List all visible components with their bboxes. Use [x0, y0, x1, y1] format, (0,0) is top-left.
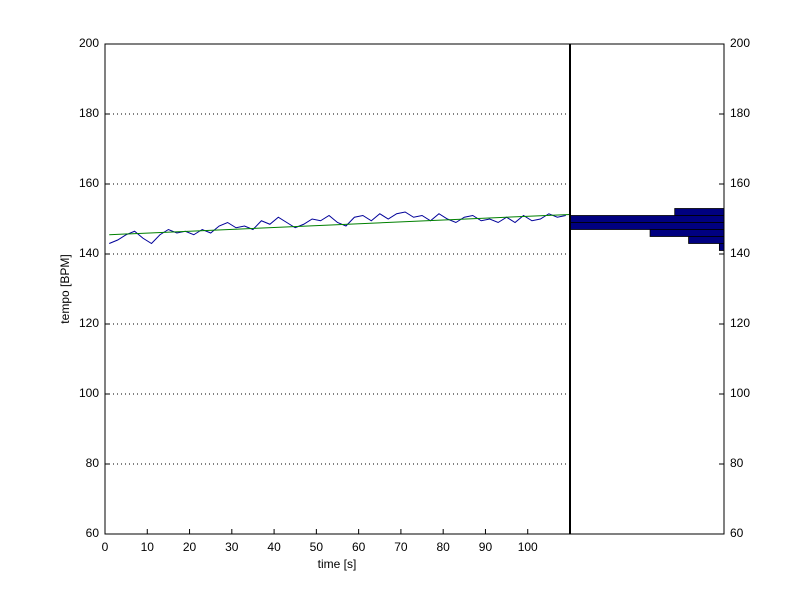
y-tick-label: 100	[730, 386, 750, 400]
histogram-bar	[718, 243, 725, 251]
y-tick-label: 180	[730, 106, 750, 120]
y-tick-label: 160	[79, 176, 99, 190]
y-tick-label: 80	[86, 456, 100, 470]
y-tick-label: 60	[730, 526, 744, 540]
y-tick-label: 100	[79, 386, 99, 400]
y-tick-label: 160	[730, 176, 750, 190]
y-tick-label: 120	[79, 316, 99, 330]
y-tick-label: 140	[730, 246, 750, 260]
x-tick-label: 10	[141, 540, 155, 554]
x-tick-label: 90	[479, 540, 493, 554]
histogram-bar	[674, 208, 725, 216]
histogram-bar	[569, 215, 725, 223]
x-tick-label: 40	[267, 540, 281, 554]
x-tick-label: 20	[183, 540, 197, 554]
x-tick-label: 30	[225, 540, 239, 554]
y-tick-label: 120	[730, 316, 750, 330]
y-tick-label: 140	[79, 246, 99, 260]
x-tick-label: 70	[394, 540, 408, 554]
y-tick-label: 60	[86, 526, 100, 540]
y-tick-label: 200	[730, 36, 750, 50]
histogram-bar	[569, 222, 725, 230]
x-tick-label: 50	[310, 540, 324, 554]
x-axis-label: time [s]	[318, 557, 357, 571]
x-tick-label: 100	[518, 540, 538, 554]
x-tick-label: 80	[437, 540, 451, 554]
histogram-bar	[649, 229, 725, 237]
y-tick-label: 200	[79, 36, 99, 50]
y-tick-label: 180	[79, 106, 99, 120]
x-tick-label: 60	[352, 540, 366, 554]
y-axis-label: tempo [BPM]	[58, 254, 72, 323]
x-tick-label: 0	[102, 540, 109, 554]
data-line	[109, 213, 571, 236]
y-tick-label: 80	[730, 456, 744, 470]
histogram-bar	[688, 236, 725, 244]
